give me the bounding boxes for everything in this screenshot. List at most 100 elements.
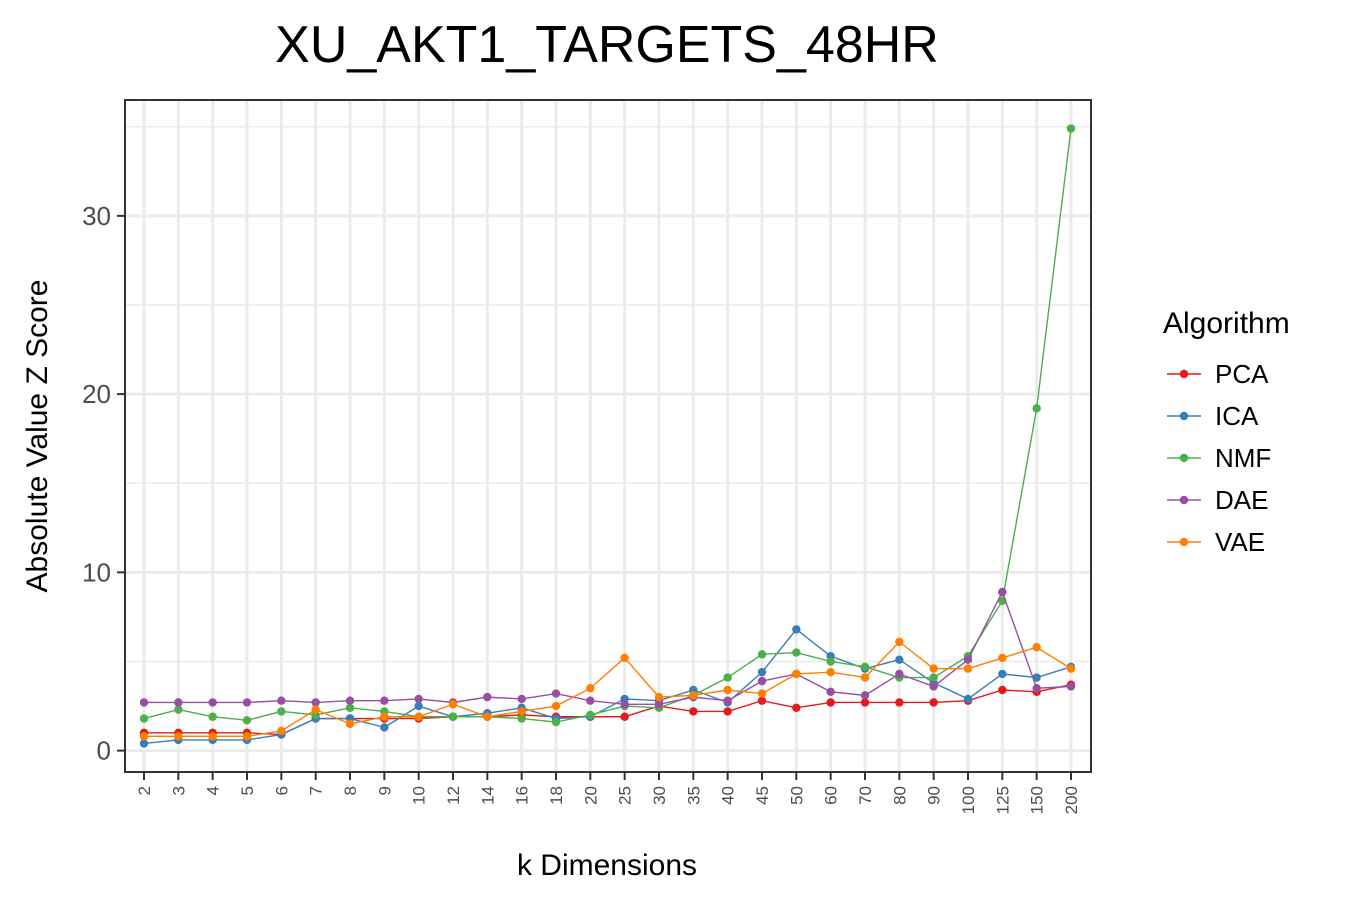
- grid-lines: [125, 100, 1091, 772]
- data-point-nmf: [757, 650, 767, 659]
- data-point-dae: [1032, 684, 1041, 693]
- data-point-vae: [1066, 664, 1076, 673]
- data-point-vae: [792, 669, 801, 679]
- data-point-dae: [208, 698, 217, 707]
- data-point-vae: [174, 732, 183, 741]
- series-vae: [139, 637, 1076, 741]
- data-point-dae: [242, 698, 252, 707]
- data-point-dae: [963, 655, 973, 664]
- x-tick-label: 35: [684, 786, 703, 805]
- data-point-vae: [448, 700, 458, 709]
- x-tick-label: 90: [925, 786, 944, 805]
- panel-border: [124, 99, 1092, 773]
- data-point-dae: [723, 696, 732, 705]
- x-tick-label: 200: [1062, 786, 1081, 814]
- data-point-dae: [1066, 682, 1076, 691]
- series-layer: [139, 124, 1076, 748]
- data-point-vae: [345, 719, 355, 729]
- data-point-vae: [620, 653, 629, 663]
- x-tick-label: 10: [410, 786, 429, 805]
- data-point-vae: [757, 689, 767, 698]
- data-point-dae: [517, 694, 526, 704]
- data-point-ica: [380, 723, 389, 732]
- data-point-dae: [483, 692, 492, 702]
- series-line-ica: [143, 628, 1072, 745]
- data-point-vae: [242, 732, 252, 741]
- data-point-dae: [757, 676, 767, 686]
- data-point-nmf: [139, 714, 149, 723]
- legend-label-dae: DAE: [1215, 485, 1268, 515]
- data-point-nmf: [1032, 404, 1041, 413]
- legend-swatch-point-nmf: [1179, 453, 1189, 463]
- data-point-nmf: [345, 703, 355, 713]
- y-tick-label: 0: [97, 736, 111, 766]
- x-tick-label: 80: [890, 786, 909, 805]
- data-point-pca: [620, 712, 629, 721]
- data-point-pca: [723, 707, 732, 716]
- data-point-nmf: [242, 716, 252, 725]
- data-point-nmf: [551, 717, 561, 727]
- x-tick-label: 20: [581, 786, 600, 805]
- data-point-vae: [689, 691, 698, 700]
- data-point-dae: [826, 687, 835, 696]
- x-tick-label: 25: [616, 786, 635, 805]
- data-point-vae: [551, 701, 561, 711]
- data-point-vae: [895, 637, 904, 647]
- data-point-pca: [895, 698, 904, 707]
- x-tick-label: 18: [547, 786, 566, 805]
- x-tick-label: 6: [272, 786, 291, 795]
- data-point-dae: [860, 691, 870, 700]
- data-point-dae: [998, 587, 1007, 597]
- x-tick-label: 70: [856, 786, 875, 805]
- data-point-dae: [174, 698, 183, 707]
- data-point-nmf: [1066, 124, 1076, 133]
- data-point-pca: [860, 698, 870, 707]
- data-point-dae: [380, 696, 389, 705]
- data-point-pca: [929, 698, 938, 707]
- legend-title: Algorithm: [1163, 307, 1290, 340]
- data-point-ica: [414, 701, 423, 711]
- data-point-ica: [757, 667, 767, 677]
- x-tick-label: 45: [753, 786, 772, 805]
- x-tick-label: 5: [238, 786, 257, 795]
- data-point-nmf: [586, 710, 595, 720]
- series-line-dae: [144, 590, 1072, 705]
- data-point-vae: [517, 707, 526, 716]
- data-point-vae: [586, 684, 595, 693]
- data-point-pca: [998, 685, 1007, 695]
- legend-item-pca: PCA: [1167, 359, 1269, 389]
- x-tick-label: 16: [513, 786, 532, 805]
- x-tick-label: 100: [959, 786, 978, 814]
- data-point-nmf: [826, 657, 835, 666]
- x-tick-label: 8: [341, 786, 360, 795]
- data-point-nmf: [174, 705, 183, 714]
- data-point-vae: [139, 732, 149, 741]
- data-point-vae: [277, 726, 286, 736]
- data-point-pca: [689, 707, 698, 716]
- data-point-nmf: [448, 712, 458, 721]
- data-point-dae: [654, 700, 664, 709]
- x-tick-label: 12: [444, 786, 463, 805]
- data-point-dae: [345, 696, 355, 705]
- y-tick-label: 10: [82, 557, 111, 587]
- x-tick-label: 9: [375, 786, 394, 795]
- data-point-vae: [311, 705, 320, 714]
- legend-swatch-point-vae: [1179, 537, 1189, 547]
- data-point-dae: [311, 698, 320, 707]
- data-point-nmf: [860, 662, 870, 672]
- legend-label-nmf: NMF: [1215, 443, 1271, 473]
- legend-swatch-point-dae: [1179, 495, 1189, 505]
- data-point-vae: [414, 712, 423, 721]
- data-point-nmf: [517, 714, 526, 723]
- legend-label-vae: VAE: [1215, 527, 1265, 557]
- legend-item-nmf: NMF: [1167, 443, 1271, 473]
- data-point-pca: [826, 698, 835, 707]
- data-point-nmf: [929, 673, 938, 682]
- data-point-vae: [723, 685, 732, 695]
- data-point-pca: [757, 696, 767, 705]
- y-tick-label: 20: [82, 379, 111, 409]
- legend-swatch-point-ica: [1179, 411, 1189, 421]
- x-tick-label: 40: [719, 786, 738, 805]
- data-point-dae: [139, 698, 149, 707]
